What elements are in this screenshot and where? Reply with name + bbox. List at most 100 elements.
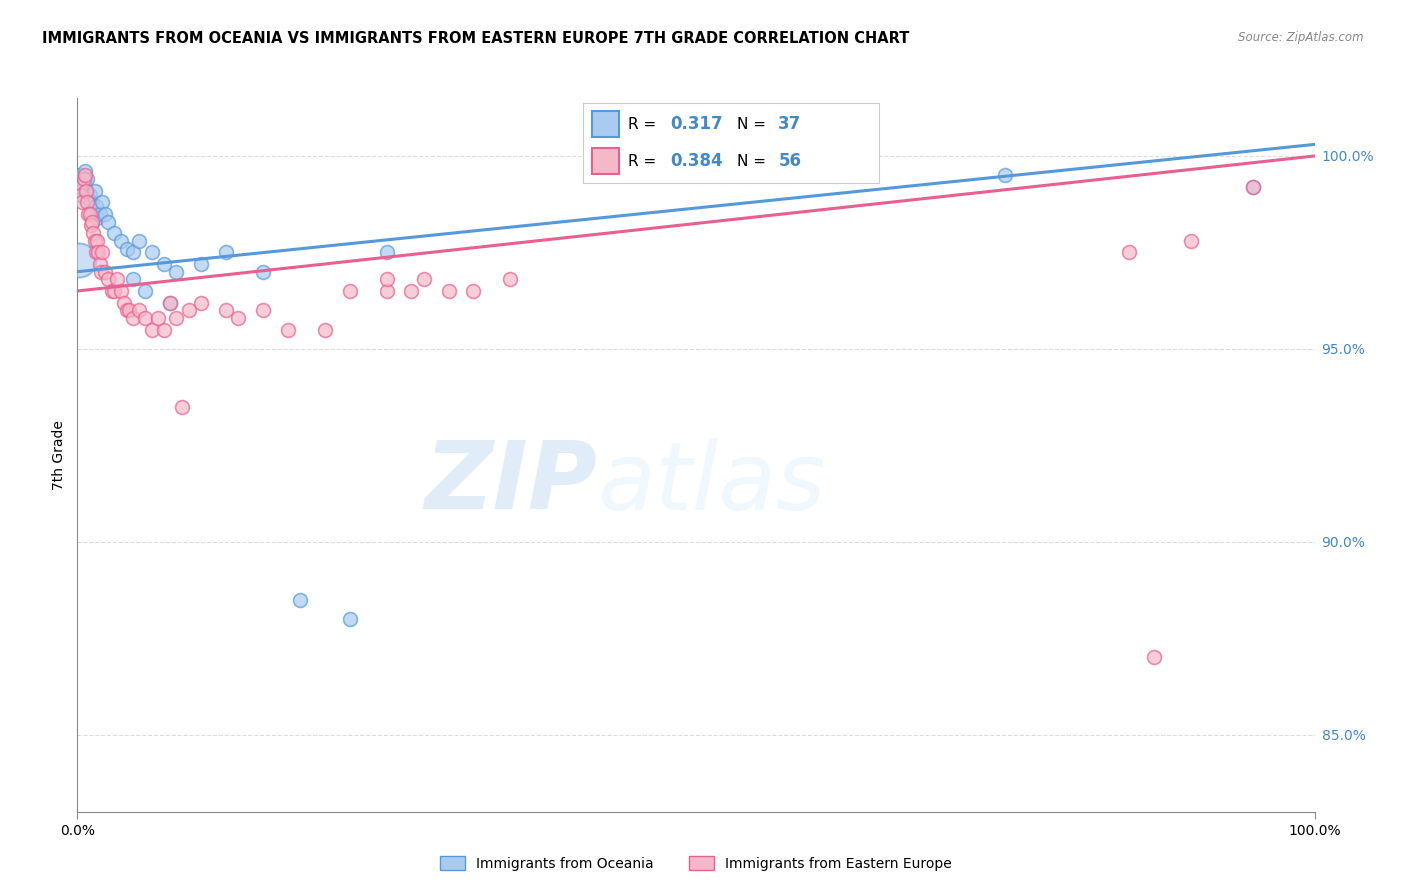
Point [165, 265, 187, 279]
Point [122, 310, 145, 325]
Point [110, 234, 132, 248]
Text: IMMIGRANTS FROM OCEANIA VS IMMIGRANTS FROM EASTERN EUROPE 7TH GRADE CORRELATION : IMMIGRANTS FROM OCEANIA VS IMMIGRANTS FR… [42, 31, 910, 46]
Point [73, 164, 96, 178]
Text: N =: N = [737, 117, 770, 132]
Point [401, 284, 423, 298]
Point [115, 303, 138, 318]
Point [86, 234, 108, 248]
Legend: Immigrants from Oceania, Immigrants from Eastern Europe: Immigrants from Oceania, Immigrants from… [434, 850, 957, 876]
Point [437, 284, 460, 298]
Point [1241, 179, 1264, 194]
Point [69, 179, 91, 194]
Point [80, 195, 103, 210]
Point [75, 184, 97, 198]
Point [79, 187, 101, 202]
Text: R =: R = [627, 117, 661, 132]
Point [128, 234, 150, 248]
Point [146, 310, 169, 325]
Point [77, 207, 100, 221]
Point [83, 234, 105, 248]
Point [93, 265, 115, 279]
Point [190, 295, 212, 310]
Bar [592, 148, 619, 174]
Point [122, 272, 145, 286]
Text: ZIP: ZIP [425, 437, 598, 530]
Y-axis label: 7th Grade: 7th Grade [52, 420, 66, 490]
Point [277, 322, 299, 336]
Point [76, 195, 98, 210]
Point [115, 242, 138, 256]
Point [375, 284, 398, 298]
Point [73, 168, 96, 182]
Point [177, 303, 200, 318]
Point [112, 295, 135, 310]
Point [97, 272, 120, 286]
Text: 0.384: 0.384 [671, 153, 723, 170]
Point [118, 303, 141, 318]
Point [103, 226, 125, 240]
Text: 37: 37 [779, 115, 801, 133]
Point [141, 322, 163, 336]
Point [1118, 245, 1140, 260]
Point [84, 245, 107, 260]
Point [252, 303, 274, 318]
Point [75, 184, 97, 198]
Text: atlas: atlas [598, 438, 825, 529]
Point [91, 195, 114, 210]
Point [412, 272, 434, 286]
Text: 0.317: 0.317 [671, 115, 723, 133]
Point [72, 176, 94, 190]
Point [1143, 650, 1166, 665]
Point [82, 214, 104, 228]
Point [159, 295, 181, 310]
Point [314, 322, 336, 336]
Point [128, 303, 150, 318]
Point [82, 226, 104, 240]
Point [994, 168, 1017, 182]
Text: N =: N = [737, 153, 770, 169]
Point [82, 207, 104, 221]
Point [103, 284, 125, 298]
Point [252, 265, 274, 279]
Point [90, 265, 112, 279]
Point [97, 214, 120, 228]
Point [77, 191, 100, 205]
Point [463, 284, 485, 298]
Bar [592, 112, 619, 137]
Point [190, 257, 212, 271]
Text: R =: R = [627, 153, 661, 169]
Point [159, 295, 181, 310]
Point [134, 284, 156, 298]
Point [134, 310, 156, 325]
Point [79, 207, 101, 221]
Point [84, 199, 107, 213]
Point [172, 400, 194, 414]
Point [89, 257, 111, 271]
Point [70, 187, 93, 202]
Point [72, 195, 94, 210]
Point [288, 592, 311, 607]
Point [375, 272, 398, 286]
Point [70, 179, 93, 194]
Point [87, 245, 110, 260]
Point [339, 284, 361, 298]
Point [105, 272, 128, 286]
Point [122, 245, 145, 260]
Text: Source: ZipAtlas.com: Source: ZipAtlas.com [1239, 31, 1364, 45]
Point [76, 172, 98, 186]
Point [67, 253, 90, 268]
Point [339, 612, 361, 626]
Point [69, 168, 91, 182]
Point [1180, 234, 1202, 248]
Point [80, 219, 103, 233]
Point [93, 207, 115, 221]
Point [72, 172, 94, 186]
Point [375, 245, 398, 260]
Point [215, 303, 238, 318]
Point [165, 310, 187, 325]
Point [499, 272, 522, 286]
Point [83, 184, 105, 198]
Point [215, 245, 238, 260]
Point [153, 322, 176, 336]
Text: 56: 56 [779, 153, 801, 170]
